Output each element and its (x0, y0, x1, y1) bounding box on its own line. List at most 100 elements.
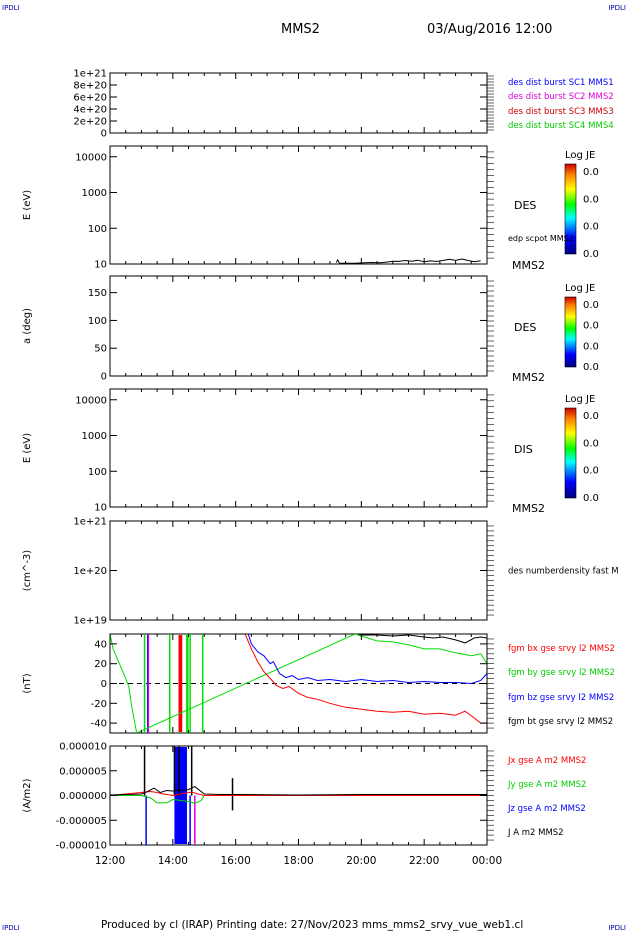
panel-des-numberdensity (109, 520, 494, 621)
y-axis-label: (A/m2) (22, 778, 33, 812)
spacecraft-label: MMS2 (512, 371, 545, 384)
legend-entry: fgm bx gse srvy l2 MMS2 (508, 644, 615, 654)
x-tick-label: 14:00 (158, 855, 188, 867)
y-tick-label: 20 (94, 659, 107, 670)
colorbar-tick-label: 0.0 (583, 466, 599, 477)
y-tick-label: 8e+20 (73, 81, 107, 92)
y-tick-label: 0.000010 (59, 742, 107, 753)
y-tick-label: 2e+20 (73, 117, 107, 128)
legend-entry: fgm bz gse srvy l2 MMS2 (508, 693, 614, 703)
y-tick-label: 10 (94, 503, 107, 514)
scpot-line (335, 258, 481, 264)
spacecraft-label: MMS2 (512, 259, 545, 272)
y-tick-label: 1e+20 (73, 566, 107, 577)
y-tick-label: -0.000005 (56, 816, 107, 827)
legend-entry: fgm by gse srvy l2 MMS2 (508, 668, 615, 678)
y-tick-label: 100 (88, 224, 107, 235)
y-tick-label: -0.000010 (56, 841, 107, 852)
y-tick-label: -40 (91, 719, 107, 730)
y-tick-label: 0 (101, 679, 107, 690)
legend-entry: des dist burst SC3 MMS3 (508, 107, 614, 117)
x-tick-label: 12:00 (95, 855, 125, 867)
panel-frame (109, 520, 488, 621)
legend-entry: des dist burst SC2 MMS2 (508, 92, 614, 102)
y-tick-label: 0 (101, 129, 107, 140)
y-tick-label: 6e+20 (73, 93, 107, 104)
colorbar-tick-label: 0.0 (583, 362, 599, 373)
panel-frame (109, 275, 488, 377)
legend-entry: Jx gse A m2 MMS2 (507, 756, 586, 766)
series-line (244, 634, 487, 724)
panel-fgm-b (109, 633, 494, 734)
y-tick-label: 1e+19 (73, 616, 107, 627)
colorbar-tick-label: 0.0 (583, 438, 599, 449)
colorbar-tick-label: 0.0 (583, 222, 599, 233)
series-line (110, 790, 487, 797)
band-mark (178, 635, 183, 732)
x-tick-label: 20:00 (346, 855, 376, 867)
legend-entry: des dist burst SC1 MMS1 (508, 78, 614, 88)
panel-frame (109, 388, 488, 508)
legend-entry: des numberdensity fast M (508, 567, 619, 577)
spacecraft-title: MMS2 (281, 22, 320, 37)
colorbar-tick-label: 0.0 (583, 411, 599, 422)
y-tick-label: 100 (88, 467, 107, 478)
footer-credits: Produced by cl (IRAP) Printing date: 27/… (101, 919, 524, 931)
y-tick-label: 50 (94, 344, 107, 355)
corner-label-bottom-right: IPDLI (608, 924, 626, 932)
series-line (110, 795, 487, 804)
y-axis-label: E (eV) (22, 190, 33, 220)
panel-des-energy-spectrogram (109, 145, 577, 265)
y-tick-label: 1000 (82, 431, 107, 442)
legend-entry: des dist burst SC4 MMS4 (508, 121, 614, 131)
x-tick-label: 00:00 (472, 855, 502, 867)
x-tick-label: 16:00 (221, 855, 251, 867)
corner-label-top-left: IPDLI (2, 4, 20, 12)
colorbar-tick-label: 0.0 (583, 300, 599, 311)
spacecraft-label: MMS2 (512, 502, 545, 515)
x-tick-label: 22:00 (409, 855, 439, 867)
y-tick-label: 0.000005 (59, 766, 107, 777)
y-tick-label: 40 (94, 639, 107, 650)
y-axis-label: (cm^-3) (22, 550, 33, 591)
colorbar-tick-label: 0.0 (583, 249, 599, 260)
y-tick-label: 100 (88, 316, 107, 327)
panel-des-pitch-angle (109, 275, 577, 377)
legend-entry: Jy gse A m2 MMS2 (507, 780, 586, 790)
colorbar-tick-label: 0.0 (583, 194, 599, 205)
colorbar-title: Log JE (565, 150, 595, 161)
y-tick-label: 1e+21 (73, 517, 107, 528)
y-tick-label: 10000 (75, 152, 107, 163)
y-tick-label: 1e+21 (73, 69, 107, 80)
colorbar-tick-label: 0.0 (583, 341, 599, 352)
colorbar-title: Log JE (565, 283, 595, 294)
instrument-label: DES (514, 321, 536, 334)
instrument-label: DIS (514, 443, 533, 456)
overlay-label: edp scpot MMS2 (508, 234, 574, 243)
y-tick-label: 1000 (82, 188, 107, 199)
panel-frame (109, 145, 488, 265)
y-tick-label: 10000 (75, 395, 107, 406)
colorbar (564, 296, 577, 368)
plot-datetime: 03/Aug/2016 12:00 (427, 22, 553, 37)
y-axis-label: (nT) (22, 673, 33, 693)
colorbar (564, 407, 577, 499)
band-mark (174, 747, 187, 844)
legend-entry: J A m2 MMS2 (507, 828, 564, 838)
y-tick-label: -20 (91, 699, 107, 710)
colorbar-title: Log JE (565, 394, 595, 405)
y-axis-label: E (eV) (22, 433, 33, 463)
legend-entry: fgm bt gse srvy l2 MMS2 (508, 717, 613, 727)
panel-dis-energy-spectrogram (109, 388, 577, 508)
series-line (110, 634, 487, 733)
corner-label-bottom-left: IPDLI (2, 924, 20, 932)
legend-entry: Jz gse A m2 MMS2 (507, 804, 586, 814)
y-tick-label: 0.000000 (59, 791, 107, 802)
x-tick-label: 18:00 (283, 855, 313, 867)
series-line (110, 786, 487, 796)
colorbar-tick-label: 0.0 (583, 167, 599, 178)
colorbar (564, 163, 577, 255)
series-line (247, 634, 487, 685)
y-tick-label: 4e+20 (73, 105, 107, 116)
